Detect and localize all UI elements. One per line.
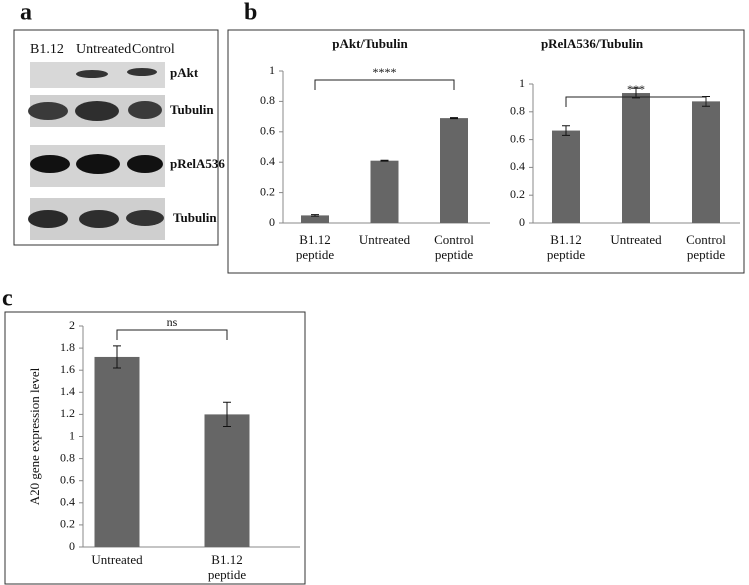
bar: [370, 160, 399, 223]
panel-label: a: [20, 0, 32, 26]
error-bar: [113, 345, 121, 369]
y-tick-label: 0.2: [260, 184, 275, 198]
chart-title: pAkt/Tubulin: [332, 36, 408, 51]
y-tick-label: 1: [269, 63, 275, 77]
bar: [440, 118, 468, 223]
x-tick-label: Control peptide: [686, 232, 726, 262]
y-tick-label: 0.8: [60, 450, 75, 464]
y-tick-label: 0: [519, 215, 525, 229]
error-bar: [311, 214, 319, 217]
row-label: pRelA536: [170, 156, 225, 171]
panel-frame: [227, 29, 745, 274]
y-tick-label: 0.8: [260, 93, 275, 107]
y-tick-label: 0.2: [510, 187, 525, 201]
x-tick-label: Control peptide: [434, 232, 474, 262]
y-tick-label: 0.4: [60, 495, 75, 509]
y-tick-label: 0.4: [260, 154, 275, 168]
panel-frame: [4, 311, 306, 585]
y-tick-label: 1.4: [60, 384, 75, 398]
bar: [204, 414, 250, 547]
x-tick-label: B1.12 peptide: [546, 232, 586, 262]
error-bar: [562, 125, 570, 136]
y-tick-label: 2: [69, 318, 75, 332]
error-bar: [380, 159, 389, 162]
panel-frame: [13, 29, 219, 246]
chart-title: pRelA536/Tubulin: [541, 36, 644, 51]
lane-label: B1.12: [30, 42, 64, 57]
y-tick-label: 0.4: [510, 159, 525, 173]
y-tick-label: 0: [269, 215, 275, 229]
row-label: Tubulin: [173, 210, 217, 225]
y-tick-label: 0.8: [510, 104, 525, 118]
y-tick-label: 1: [69, 428, 75, 442]
error-bar: [223, 401, 231, 428]
x-tick-label: B1.12 peptide: [207, 552, 247, 582]
y-tick-label: 1.2: [60, 406, 75, 420]
bar: [692, 101, 720, 223]
significance-bracket: [565, 96, 707, 107]
y-axis-label: A20 gene expression level: [27, 367, 42, 505]
row-label: Tubulin: [170, 102, 214, 117]
y-tick-label: 0.6: [260, 124, 275, 138]
bar: [622, 93, 650, 223]
y-tick-label: 0: [69, 539, 75, 553]
lane-label: Control: [132, 42, 175, 57]
bar: [301, 215, 329, 223]
significance-label: ****: [373, 65, 397, 79]
significance-label: ns: [167, 315, 178, 329]
x-tick-label: Untreated: [358, 232, 411, 247]
error-bar: [632, 87, 640, 99]
significance-bracket: [314, 79, 455, 90]
significance-label: ***: [627, 82, 645, 96]
row-label: pAkt: [170, 65, 199, 80]
error-bar: [450, 117, 458, 120]
y-tick-label: 1.8: [60, 340, 75, 354]
x-tick-label: Untreated: [91, 552, 143, 567]
lane-label: Untreated: [76, 42, 131, 57]
x-tick-label: B1.12 peptide: [295, 232, 335, 262]
blot-image: [28, 62, 165, 240]
y-tick-label: 0.6: [510, 131, 525, 145]
panel-label: c: [2, 286, 13, 312]
y-tick-label: 0.6: [60, 472, 75, 486]
significance-bracket: [116, 329, 228, 340]
y-tick-label: 1: [519, 76, 525, 90]
x-tick-label: Untreated: [610, 232, 662, 247]
panel-label: b: [244, 0, 257, 26]
bar: [94, 356, 140, 547]
y-tick-label: 1.6: [60, 362, 75, 376]
y-tick-label: 0.2: [60, 517, 75, 531]
bar: [552, 130, 580, 223]
